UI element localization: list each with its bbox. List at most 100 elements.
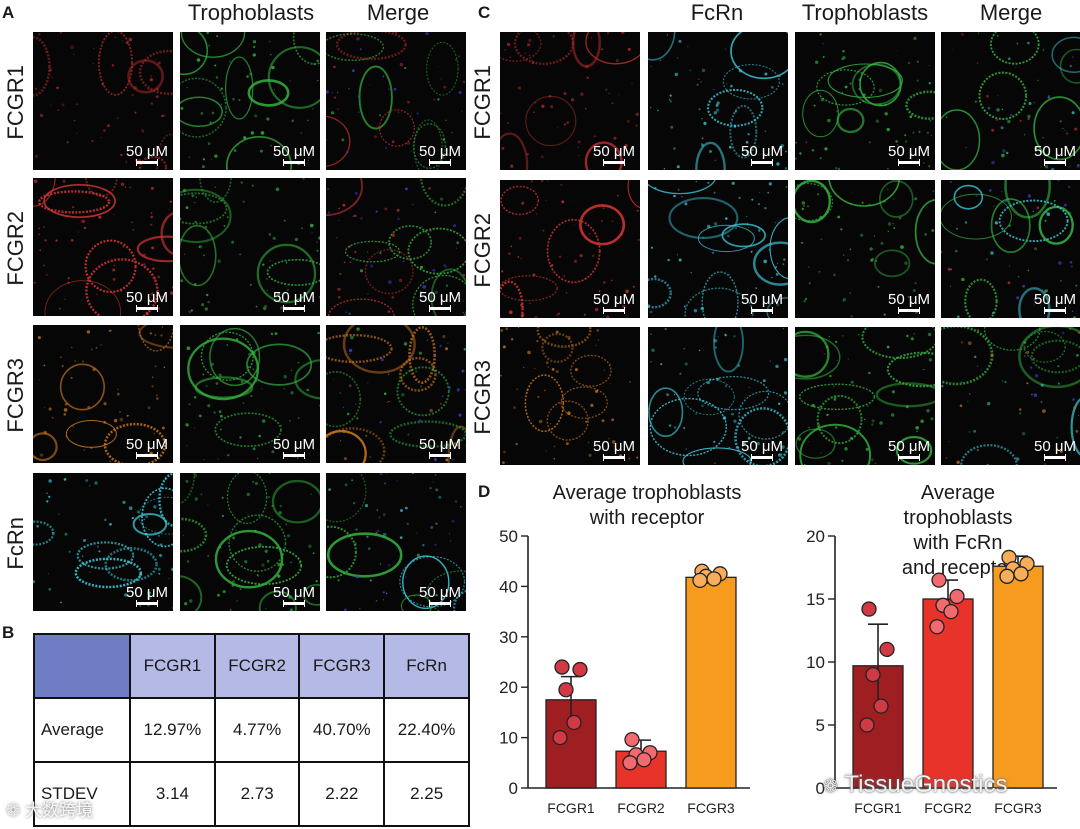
panel-a-header-merge: Merge — [366, 0, 430, 25]
scale-bar-label: 50 μM — [888, 144, 930, 166]
chart-1-data-point — [706, 571, 722, 587]
micrograph-a-tile: 50 μM — [33, 178, 173, 316]
chart-1-x-tick-label: FCGR3 — [687, 800, 735, 816]
chart-2-data-point — [873, 698, 889, 714]
scale-bar — [136, 305, 158, 312]
wechat-icon: ❁ — [6, 801, 21, 820]
table-cell: 4.77% — [213, 697, 301, 763]
scale-bar-label: 50 μM — [419, 437, 461, 459]
micrograph-c-tile: 50 μM — [500, 32, 640, 170]
scale-bar-label: 50 μM — [1034, 144, 1076, 166]
table-row-label: STDEV — [33, 761, 131, 827]
stats-table: FCGR1 FCGR2 FCGR3 FcRn Average 12.97% 4.… — [33, 633, 470, 827]
chart-1: 0 10 20 30 40 50 FCGR1 FCGR2 FCGR3 — [499, 528, 750, 816]
chart-1-x-tick-label: FCGR2 — [617, 800, 665, 816]
chart-2-y-tick-label: 15 — [806, 590, 825, 609]
chart-2-data-point — [859, 717, 875, 733]
panel-c-header-fcrn: FcRn — [690, 0, 744, 25]
scale-bar — [898, 159, 920, 166]
table-row: STDEV 3.14 2.73 2.22 2.25 — [33, 761, 470, 827]
scale-bar-label: 50 μM — [126, 144, 168, 166]
scale-bar-label: 50 μM — [419, 144, 461, 166]
chart-2-data-point — [931, 572, 947, 588]
micrograph-c-tile: 50 μM — [795, 32, 935, 170]
panel-c-row-label: FCGR2 — [470, 212, 495, 288]
scale-bar-label: 50 μM — [741, 292, 783, 314]
micrograph-a-tile: 50 μM — [326, 32, 466, 170]
scale-bar-label: 50 μM — [1034, 439, 1076, 461]
micrograph-a-tile: 50 μM — [180, 32, 320, 170]
chart-1-y-tick-label: 10 — [499, 729, 518, 748]
micrograph-c-tile: 50 μM — [941, 32, 1080, 170]
chart-1-data-point — [622, 755, 638, 771]
table-header-cell: FCGR2 — [213, 633, 301, 699]
table-header-cell: FCGR1 — [129, 633, 216, 699]
chart-2-data-point — [1013, 566, 1029, 582]
micrograph-c-tile: 50 μM — [648, 180, 788, 318]
table-cell: 2.25 — [383, 761, 470, 827]
chart-1-y-tick-label: 30 — [499, 628, 518, 647]
scale-bar-label: 50 μM — [593, 292, 635, 314]
micrograph-c-tile: 50 μM — [500, 327, 640, 465]
chart-1-y-tick-label: 20 — [499, 678, 518, 697]
scale-bar-label: 50 μM — [273, 290, 315, 312]
chart-2-title-text: Average trophoblasts with FcRn and recep… — [901, 482, 1015, 579]
chart-1-data-point — [554, 659, 570, 675]
micrograph-a-tile: 50 μM — [180, 178, 320, 316]
scale-bar — [603, 307, 625, 314]
panel-letter-a: A — [2, 3, 15, 22]
chart-2-x-tick-label: FCGR1 — [854, 800, 902, 816]
scale-bar — [751, 159, 773, 166]
scale-bar — [136, 159, 158, 166]
scale-bar — [603, 159, 625, 166]
panel-letter-c: C — [478, 3, 491, 22]
table-cell: 40.70% — [298, 697, 386, 763]
wechat-icon: ❁ — [823, 776, 839, 796]
chart-1-data-point — [624, 731, 640, 748]
table-cell: 22.40% — [383, 697, 470, 763]
micrograph-a-tile: 50 μM — [326, 473, 466, 611]
chart-2-bar — [992, 565, 1044, 789]
scale-bar — [283, 600, 305, 607]
scale-bar — [1044, 159, 1066, 166]
chart-1-y-tick-label: 40 — [499, 577, 518, 596]
micrograph-a-tile: 50 μM — [326, 325, 466, 463]
chart-1-data-point — [636, 752, 652, 768]
panel-a-row-label: FcRn — [3, 516, 28, 570]
scale-bar — [136, 452, 158, 459]
chart-1-y-tick-label: 50 — [499, 528, 518, 546]
chart-1-data-point — [692, 572, 708, 589]
micrograph-c-tile: 50 μM — [500, 180, 640, 318]
chart-1-data-point — [572, 661, 588, 678]
chart-2-data-point — [929, 619, 945, 635]
scale-bar — [603, 454, 625, 461]
scale-bar — [898, 307, 920, 314]
scale-bar — [751, 307, 773, 314]
panel-c-row-label: FCGR1 — [470, 64, 495, 140]
micrograph-c-tile: 50 μM — [795, 327, 935, 465]
scale-bar — [429, 159, 451, 166]
chart-2-y-tick-label: 0 — [816, 779, 825, 798]
chart-1-y-tick-label: 0 — [509, 779, 518, 798]
chart-2: 0 5 10 15 20 FCGR1 FCGR2 FCGR3 — [806, 528, 1057, 816]
micrograph-c-tile: 50 μM — [941, 180, 1080, 318]
scale-bar — [283, 305, 305, 312]
panel-c-header-trophoblasts: Trophoblasts — [801, 0, 929, 25]
chart-2-data-point — [999, 568, 1015, 584]
scale-bar — [429, 452, 451, 459]
chart-2-y-tick-label: 10 — [806, 653, 825, 672]
scale-bar — [136, 600, 158, 607]
table-cell: 2.73 — [213, 761, 301, 827]
scale-bar-label: 50 μM — [273, 144, 315, 166]
table-header-cell: FcRn — [383, 633, 470, 699]
panel-c-header-merge: Merge — [979, 0, 1043, 25]
panel-c-row-label: FCGR3 — [470, 359, 495, 435]
watermark-tissuegnostics: ❁ TissueGnostics — [823, 771, 1008, 798]
scale-bar-label: 50 μM — [1034, 292, 1076, 314]
chart-2-data-point — [949, 588, 965, 605]
scale-bar-label: 50 μM — [741, 144, 783, 166]
table-row: Average 12.97% 4.77% 40.70% 22.40% — [33, 697, 470, 763]
scale-bar-label: 50 μM — [593, 144, 635, 166]
chart-1-bar — [685, 576, 737, 789]
micrograph-c-tile: 50 μM — [648, 327, 788, 465]
